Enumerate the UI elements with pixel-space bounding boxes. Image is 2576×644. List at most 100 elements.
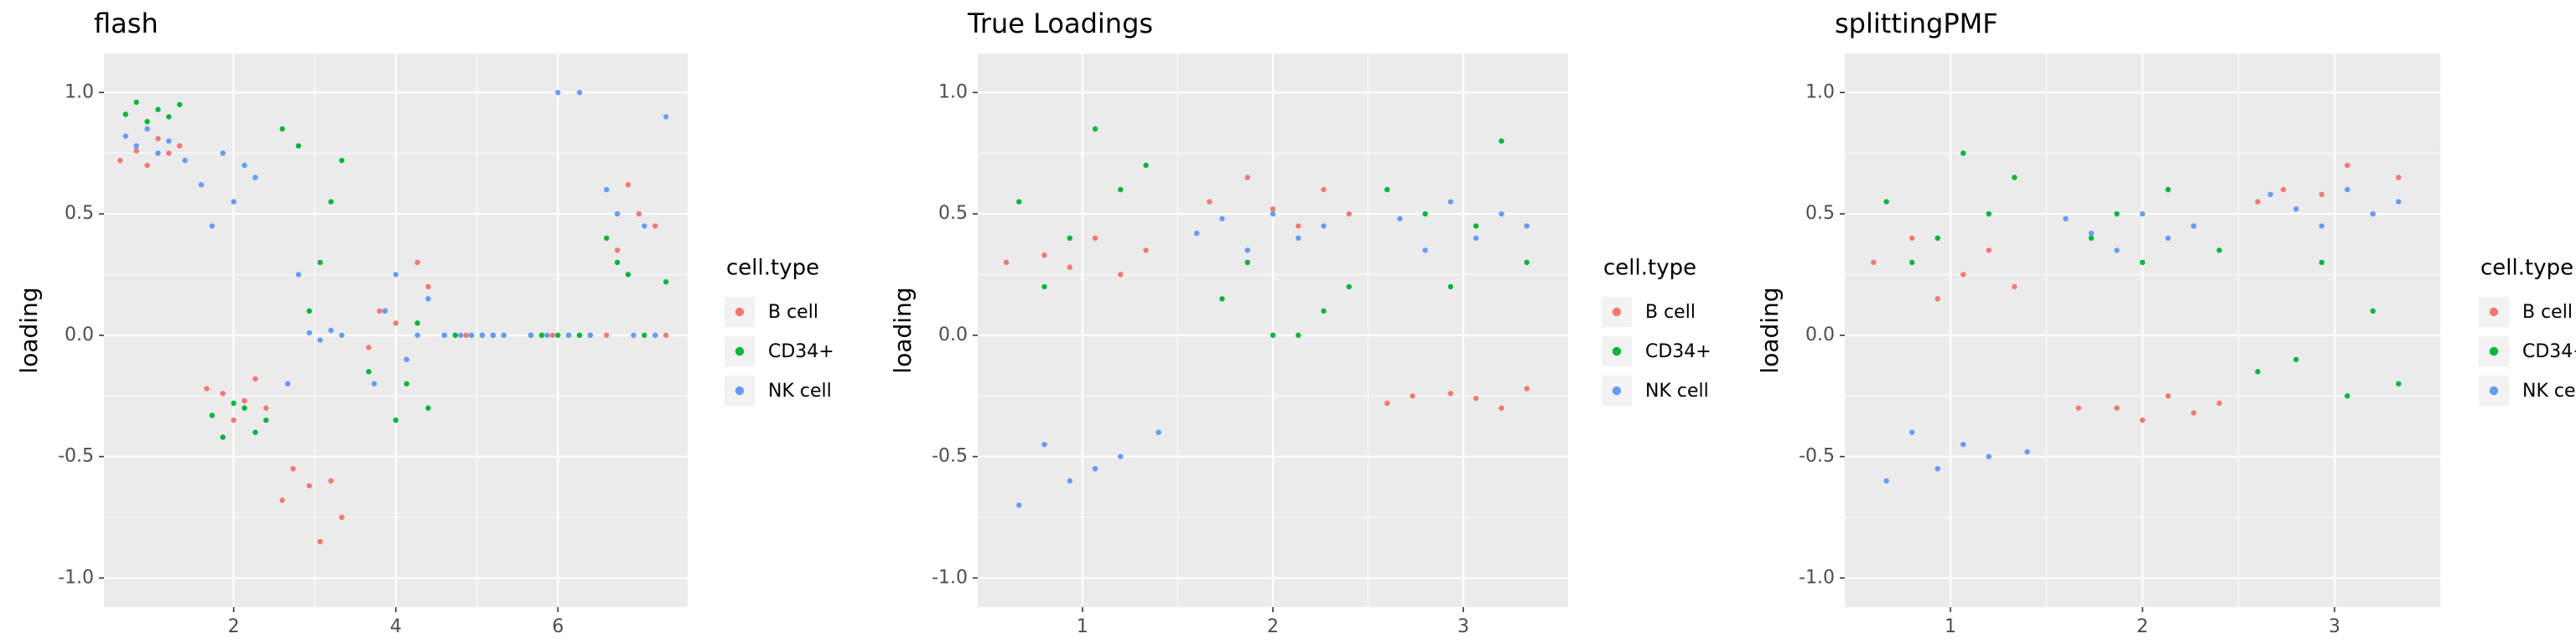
point: [339, 514, 345, 521]
point: [1961, 441, 1966, 448]
point: [306, 483, 313, 489]
point: [204, 386, 210, 392]
point: [1473, 395, 1479, 402]
point: [1016, 502, 1022, 508]
point: [1935, 235, 1940, 242]
point: [290, 465, 296, 472]
point: [144, 162, 150, 169]
point: [133, 148, 139, 153]
point: [2063, 216, 2069, 222]
point: [663, 278, 669, 285]
point: [182, 158, 188, 164]
point: [220, 150, 226, 156]
point: [555, 332, 561, 338]
chart-title: flash: [94, 8, 158, 39]
point: [425, 405, 431, 411]
point: [1118, 454, 1124, 460]
point: [1524, 223, 1530, 229]
point: [2396, 199, 2402, 205]
point: [501, 332, 507, 338]
point: [306, 308, 313, 314]
point: [2165, 186, 2171, 193]
point: [295, 272, 302, 278]
legend-label: CD34+: [768, 341, 834, 362]
point: [1883, 199, 1889, 205]
point: [425, 296, 431, 302]
point: [2370, 210, 2376, 217]
point: [576, 332, 583, 338]
point: [328, 478, 334, 484]
point: [133, 143, 139, 149]
point: [263, 405, 269, 411]
point: [1524, 259, 1530, 266]
y-tick-label: 0.0: [938, 325, 968, 345]
point: [1244, 259, 1250, 266]
point: [1498, 405, 1504, 411]
x-tick-label: 6: [552, 616, 564, 637]
legend-symbol: [2489, 307, 2499, 317]
point: [252, 429, 258, 435]
x-tick-label: 2: [228, 616, 240, 637]
point: [252, 376, 258, 382]
y-tick-label: -0.5: [1799, 446, 1835, 467]
point: [1296, 332, 1301, 338]
y-tick-label: 0.0: [1805, 325, 1835, 345]
point: [2024, 449, 2030, 454]
point: [252, 174, 258, 180]
point: [2165, 392, 2171, 399]
y-tick-label: 1.0: [65, 81, 94, 102]
point: [414, 259, 420, 266]
point: [615, 210, 621, 217]
point: [317, 337, 323, 343]
point: [2139, 417, 2146, 423]
point: [625, 182, 631, 188]
point: [414, 332, 420, 338]
point: [198, 182, 205, 188]
point: [220, 434, 226, 440]
point: [392, 272, 399, 278]
point: [155, 136, 161, 142]
point: [2267, 191, 2273, 198]
point: [1270, 332, 1276, 338]
point: [317, 538, 323, 545]
point: [1410, 392, 1415, 399]
point: [1447, 283, 1454, 290]
point: [1986, 210, 1992, 217]
x-tick-label: 1: [1077, 616, 1088, 637]
point: [220, 391, 226, 397]
point: [2165, 235, 2171, 242]
point: [2012, 283, 2018, 290]
point: [1092, 126, 1098, 132]
point: [122, 112, 128, 117]
point: [641, 332, 647, 338]
point: [155, 106, 161, 112]
point: [295, 143, 302, 149]
point: [2012, 174, 2018, 180]
point: [1986, 247, 1992, 253]
point: [1003, 259, 1010, 266]
point: [1473, 235, 1479, 242]
point: [1498, 138, 1504, 144]
point: [1447, 199, 1454, 205]
point: [2255, 199, 2261, 205]
point: [2114, 247, 2120, 253]
y-axis-label: loading: [1756, 287, 1784, 373]
point: [2370, 308, 2376, 314]
point: [458, 332, 464, 338]
legend-symbol: [2489, 346, 2499, 356]
point: [663, 114, 669, 120]
point: [2255, 369, 2261, 375]
point: [166, 114, 172, 120]
point: [231, 400, 236, 407]
legend-symbol: [1612, 346, 1622, 356]
point: [284, 381, 291, 387]
point: [1346, 210, 1353, 217]
point: [652, 332, 658, 338]
x-tick-label: 3: [2329, 616, 2340, 637]
point: [2396, 174, 2402, 180]
point: [1270, 206, 1276, 212]
point: [133, 99, 139, 106]
point: [604, 332, 610, 338]
point: [1422, 247, 1428, 253]
point: [604, 186, 610, 193]
